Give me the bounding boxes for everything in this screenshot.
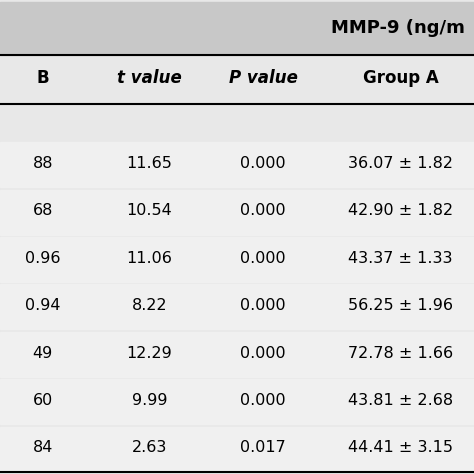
Bar bbox=[0, 472, 474, 474]
Text: 2.63: 2.63 bbox=[132, 440, 167, 456]
Text: 42.90 ± 1.82: 42.90 ± 1.82 bbox=[348, 203, 453, 219]
Bar bbox=[0, 190, 474, 235]
Text: 0.000: 0.000 bbox=[240, 298, 286, 313]
Bar bbox=[0, 284, 474, 329]
Text: 11.65: 11.65 bbox=[127, 156, 172, 171]
Text: 44.41 ± 3.15: 44.41 ± 3.15 bbox=[348, 440, 453, 456]
Bar bbox=[0, 427, 474, 472]
Text: 0.000: 0.000 bbox=[240, 346, 286, 361]
Text: 36.07 ± 1.82: 36.07 ± 1.82 bbox=[348, 156, 453, 171]
Text: B: B bbox=[36, 69, 49, 87]
Text: 9.99: 9.99 bbox=[132, 393, 167, 408]
Text: 56.25 ± 1.96: 56.25 ± 1.96 bbox=[348, 298, 453, 313]
Text: 72.78 ± 1.66: 72.78 ± 1.66 bbox=[348, 346, 453, 361]
Text: 12.29: 12.29 bbox=[127, 346, 172, 361]
Text: 0.96: 0.96 bbox=[25, 251, 60, 266]
Text: P value: P value bbox=[228, 69, 298, 87]
Text: 0.94: 0.94 bbox=[25, 298, 60, 313]
Bar bbox=[0, 237, 474, 282]
Text: 0.017: 0.017 bbox=[240, 440, 286, 456]
Text: 0.000: 0.000 bbox=[240, 393, 286, 408]
Text: 49: 49 bbox=[33, 346, 53, 361]
Text: 43.37 ± 1.33: 43.37 ± 1.33 bbox=[348, 251, 453, 266]
Bar bbox=[0, 142, 474, 187]
Bar bbox=[0, 2, 474, 55]
Text: t value: t value bbox=[117, 69, 182, 87]
Text: 43.81 ± 2.68: 43.81 ± 2.68 bbox=[348, 393, 453, 408]
Bar bbox=[0, 332, 474, 377]
Text: 0.000: 0.000 bbox=[240, 251, 286, 266]
Bar bbox=[0, 57, 474, 102]
Text: Group A: Group A bbox=[363, 69, 438, 87]
Text: 11.06: 11.06 bbox=[127, 251, 172, 266]
Text: 84: 84 bbox=[33, 440, 53, 456]
Text: 88: 88 bbox=[32, 156, 53, 171]
Text: 60: 60 bbox=[33, 393, 53, 408]
Text: MMP-9 (ng/m: MMP-9 (ng/m bbox=[331, 19, 465, 37]
Text: 0.000: 0.000 bbox=[240, 203, 286, 219]
Bar bbox=[0, 379, 474, 424]
Text: 8.22: 8.22 bbox=[131, 298, 167, 313]
Text: 10.54: 10.54 bbox=[127, 203, 172, 219]
Text: 0.000: 0.000 bbox=[240, 156, 286, 171]
Text: 68: 68 bbox=[33, 203, 53, 219]
